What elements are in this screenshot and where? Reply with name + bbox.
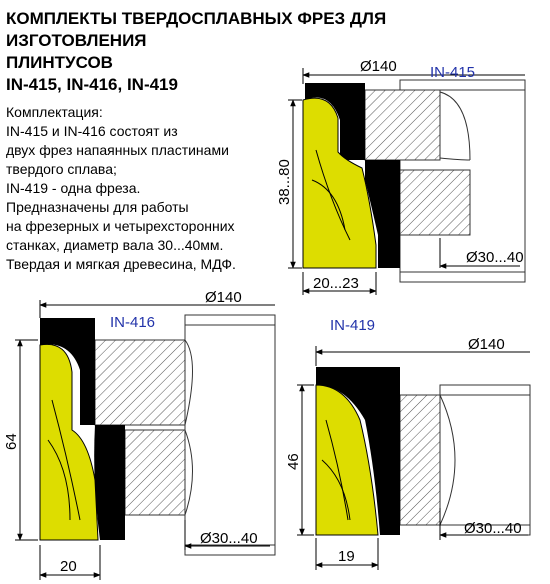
diameter-label: Ø140 [205,289,242,306]
description-line: на фрезерных и четырехсторонних [6,218,235,234]
model-label: IN-416 [110,314,155,331]
cutter-body-upper [364,89,441,161]
shaft-outline [184,314,276,556]
diameter-label: Ø140 [468,336,505,353]
page-title: КОМПЛЕКТЫ ТВЕРДОСПЛАВНЫХ ФРЕЗ ДЛЯ ИЗГОТО… [6,8,387,96]
cutter-in-416: Ø140 IN-416 64 20 Ø30...40 [3,289,276,580]
wood-profile [302,97,377,269]
model-label: IN-415 [430,64,475,81]
cutter-body-upper [94,339,186,426]
description-line: твердого сплава; [6,161,117,177]
description-line: Комплектация: [6,104,103,120]
cutter-body-lower [399,169,471,236]
height-label: 38...80 [276,159,293,205]
height-label: 64 [3,433,20,450]
height-label: 46 [285,453,302,470]
width-label: 19 [338,548,355,565]
cutter-body-lower [124,429,186,516]
description-line: IN-415 и IN-416 состоят из [6,123,178,139]
bore-label: Ø30...40 [464,520,522,537]
description-line: IN-419 - одна фреза. [6,180,141,196]
cutter-in-419: Ø140 IN-419 46 19 Ø30...40 [285,317,531,570]
title-line-1: КОМПЛЕКТЫ ТВЕРДОСПЛАВНЫХ ФРЕЗ ДЛЯ [6,9,387,28]
bore-label: Ø30...40 [200,530,258,547]
description-line: станках, диаметр вала 30...40мм. [6,237,224,253]
title-line-3: ПЛИНТУСОВ [6,53,113,72]
cutter-body [399,394,441,526]
title-line-2: ИЗГОТОВЛЕНИЯ [6,31,147,50]
wood-profile [39,343,99,541]
description: Комплектация: IN-415 и IN-416 состоят из… [6,103,296,274]
description-line: Предназначены для работы [6,199,189,215]
width-label: 20 [60,558,77,575]
title-line-4: IN-415, IN-416, IN-419 [6,75,178,94]
knife [316,367,400,535]
diameter-label: Ø140 [360,58,397,75]
knife-upper [305,83,365,160]
cutter-in-415: Ø140 IN-415 38...80 20...23 Ø30...40 [276,58,526,295]
model-label: IN-419 [330,317,375,334]
knife-lower [365,160,400,268]
description-line: двух фрез напаянных пластинами [6,142,229,158]
description-line: Твердая и мягкая древесина, МДФ. [6,256,236,272]
bore-label: Ø30...40 [466,249,524,266]
shaft-outline [439,384,531,536]
wood-profile [315,384,379,536]
knife-upper [40,318,95,425]
knife-lower [94,425,125,540]
width-label: 20...23 [313,275,359,292]
